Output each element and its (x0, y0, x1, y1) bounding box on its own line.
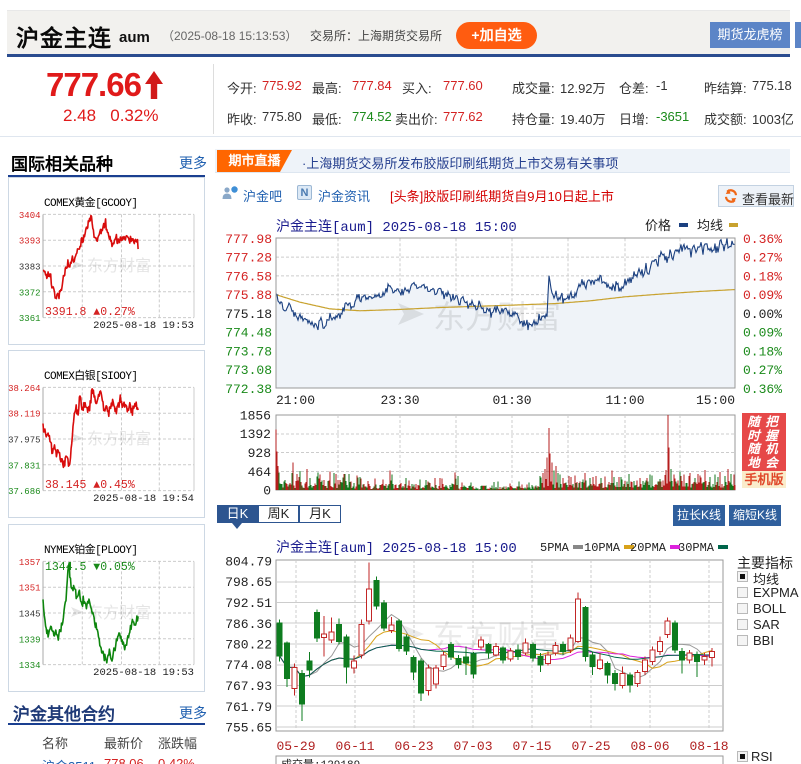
svg-text:0.36%: 0.36% (743, 232, 782, 247)
svg-text:38.145 ▲0.45%: 38.145 ▲0.45% (45, 479, 135, 492)
svg-text:1856: 1856 (240, 409, 271, 424)
svg-text:东方财富: 东方财富 (87, 430, 151, 448)
svg-text:761.79: 761.79 (225, 700, 272, 715)
svg-text:3393: 3393 (19, 237, 41, 247)
svg-text:20PMA: 20PMA (630, 541, 667, 555)
svg-text:08-18: 08-18 (689, 739, 728, 754)
svg-text:0.00%: 0.00% (743, 307, 782, 322)
svg-text:780.22: 780.22 (225, 638, 272, 653)
svg-text:21:00: 21:00 (276, 393, 315, 408)
svg-text:23:30: 23:30 (380, 393, 419, 408)
svg-text:05-29: 05-29 (276, 739, 315, 754)
svg-text:777.28: 777.28 (225, 251, 272, 266)
svg-text:沪金主连[aum] 2025-08-18 15:00: 沪金主连[aum] 2025-08-18 15:00 (276, 540, 517, 557)
svg-text:2025-08-18 19:53: 2025-08-18 19:53 (93, 320, 194, 332)
svg-text:792.51: 792.51 (225, 596, 272, 611)
svg-text:价格: 价格 (645, 218, 671, 233)
svg-text:07-15: 07-15 (512, 739, 551, 754)
svg-text:37.686: 37.686 (8, 487, 40, 497)
svg-text:COMEX黄金[GCOOY]: COMEX黄金[GCOOY] (44, 195, 138, 210)
svg-text:3361: 3361 (19, 314, 41, 324)
svg-text:0.36%: 0.36% (743, 382, 782, 397)
svg-text:928: 928 (248, 446, 271, 461)
svg-text:37.831: 37.831 (8, 461, 40, 471)
svg-text:NYMEX铂金[PLOOY]: NYMEX铂金[PLOOY] (44, 542, 138, 557)
svg-text:775.18: 775.18 (225, 307, 272, 322)
svg-text:15:00: 15:00 (696, 393, 735, 408)
svg-text:1357: 1357 (19, 558, 41, 568)
svg-text:773.78: 773.78 (225, 344, 272, 359)
svg-text:37.975: 37.975 (8, 436, 40, 446)
svg-text:07-03: 07-03 (453, 739, 492, 754)
svg-text:0.27%: 0.27% (743, 251, 782, 266)
svg-text:38.119: 38.119 (8, 410, 40, 420)
svg-text:0.18%: 0.18% (743, 269, 782, 284)
svg-text:1345: 1345 (19, 610, 41, 620)
svg-text:1392: 1392 (240, 427, 271, 442)
svg-text:804.79: 804.79 (225, 555, 272, 570)
svg-text:464: 464 (248, 465, 272, 480)
svg-text:东方财富: 东方财富 (87, 257, 151, 275)
svg-text:06-23: 06-23 (394, 739, 433, 754)
svg-text:774.48: 774.48 (225, 326, 272, 341)
svg-text:成交量:129189: 成交量:129189 (281, 757, 360, 764)
svg-text:1334: 1334 (19, 661, 41, 671)
svg-text:0.18%: 0.18% (743, 344, 782, 359)
svg-text:均线: 均线 (697, 218, 723, 233)
svg-text:773.08: 773.08 (225, 363, 272, 378)
svg-text:3372: 3372 (19, 288, 41, 298)
svg-text:786.36: 786.36 (225, 617, 272, 632)
svg-text:774.08: 774.08 (225, 658, 272, 673)
svg-text:07-25: 07-25 (571, 739, 610, 754)
svg-text:沪金主连[aum] 2025-08-18 15:00: 沪金主连[aum] 2025-08-18 15:00 (276, 219, 517, 236)
svg-text:0: 0 (263, 484, 271, 499)
svg-text:1344.5 ▼0.05%: 1344.5 ▼0.05% (45, 561, 135, 574)
svg-text:776.58: 776.58 (225, 269, 272, 284)
svg-text:1351: 1351 (19, 584, 41, 594)
svg-text:3391.8 ▲0.27%: 3391.8 ▲0.27% (45, 306, 135, 319)
svg-text:0.27%: 0.27% (743, 363, 782, 378)
svg-text:06-11: 06-11 (335, 739, 374, 754)
svg-text:38.264: 38.264 (8, 384, 40, 394)
svg-text:798.65: 798.65 (225, 575, 272, 590)
svg-text:2025-08-18 19:53: 2025-08-18 19:53 (93, 667, 194, 679)
svg-text:755.65: 755.65 (225, 721, 272, 736)
svg-text:1339: 1339 (19, 635, 41, 645)
svg-text:5PMA: 5PMA (540, 541, 570, 555)
svg-text:2025-08-18 19:54: 2025-08-18 19:54 (93, 493, 194, 505)
svg-text:3404: 3404 (19, 211, 41, 221)
svg-text:东方财富: 东方财富 (87, 604, 151, 622)
svg-text:3383: 3383 (19, 263, 41, 273)
svg-text:0.09%: 0.09% (743, 288, 782, 303)
svg-text:COMEX白银[SIOOY]: COMEX白银[SIOOY] (44, 368, 138, 383)
svg-text:10PMA: 10PMA (584, 541, 621, 555)
svg-text:777.98: 777.98 (225, 232, 272, 247)
svg-text:11:00: 11:00 (605, 393, 644, 408)
svg-text:08-06: 08-06 (630, 739, 669, 754)
svg-text:767.93: 767.93 (225, 679, 272, 694)
svg-text:0.09%: 0.09% (743, 326, 782, 341)
svg-text:01:30: 01:30 (492, 393, 531, 408)
svg-text:775.88: 775.88 (225, 288, 272, 303)
svg-text:30PMA: 30PMA (678, 541, 715, 555)
svg-text:772.38: 772.38 (225, 382, 272, 397)
